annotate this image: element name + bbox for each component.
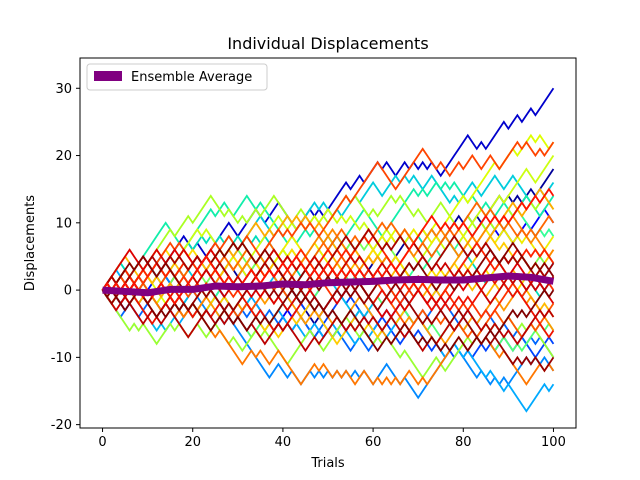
walker-lines — [101, 87, 555, 413]
x-tick-label: 60 — [365, 435, 382, 450]
y-tick-label: 10 — [55, 216, 72, 231]
walker-line-31 — [101, 234, 555, 306]
y-tick-label: 30 — [55, 82, 72, 97]
x-tick-label: 100 — [541, 435, 566, 450]
legend-swatch-ensemble-average — [94, 71, 122, 81]
legend-box — [86, 63, 268, 91]
x-tick-label: 40 — [275, 435, 292, 450]
ensemble-average-layer — [102, 272, 555, 297]
x-tick-label: 20 — [184, 435, 201, 450]
y-axis-label: Displacements — [23, 195, 38, 291]
y-tick-label: 0 — [64, 284, 72, 299]
walker-line-39 — [101, 288, 555, 353]
walker-line-40 — [101, 187, 555, 306]
walker-line-25 — [101, 214, 555, 319]
walker-line-38 — [101, 241, 555, 299]
y-tick-label: 20 — [55, 149, 72, 164]
walker-line-29 — [101, 140, 555, 292]
x-axis-label: Trials — [310, 456, 345, 471]
y-axis-ticks: -20 -10 0 10 20 30 — [51, 82, 80, 433]
legend: Ensemble Average — [86, 63, 268, 91]
x-tick-label: 80 — [455, 435, 472, 450]
ensemble-average-line — [102, 272, 555, 297]
plot-area — [101, 87, 555, 413]
legend-label-ensemble-average: Ensemble Average — [131, 70, 252, 85]
x-axis-ticks: 0 20 40 60 80 100 — [98, 428, 566, 450]
axes-frame — [79, 57, 577, 429]
chart-title: Individual Displacements — [227, 34, 428, 53]
y-tick-label: -10 — [51, 351, 72, 366]
y-tick-label: -20 — [51, 418, 72, 433]
x-tick-label: 0 — [98, 435, 106, 450]
walker-line-35 — [101, 275, 555, 353]
